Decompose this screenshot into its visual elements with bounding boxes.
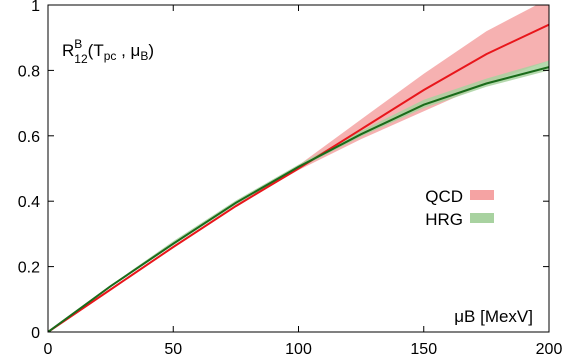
y-tick-label: 0.8	[18, 63, 40, 80]
line-qcd	[48, 23, 549, 332]
x-tick-label: 100	[285, 341, 312, 358]
y-tick-label: 0.6	[18, 129, 40, 146]
legend-swatch-qcd	[470, 190, 494, 200]
x-tick-label: 200	[536, 341, 563, 358]
x-tick-label: 0	[44, 341, 53, 358]
y-tick-label: 0.2	[18, 260, 40, 277]
x-tick-label: 50	[164, 341, 182, 358]
legend-label-qcd: QCD	[425, 187, 463, 206]
y-tick-label: 0	[31, 325, 40, 342]
ticks-layer: 0 50 100 150 200 0 0.2 0.4 0.6 0.8 1	[18, 0, 563, 358]
x-axis-label: μB [MexV]	[454, 307, 533, 326]
y-tick-label: 1	[31, 0, 40, 15]
legend-swatch-hrg	[470, 213, 494, 223]
y-tick-label: 0.4	[18, 194, 40, 211]
line-hrg	[48, 66, 549, 332]
annotation-label: RB 12(Tpc , μB)	[62, 37, 154, 66]
x-tick-label: 150	[410, 341, 437, 358]
lines-layer	[48, 23, 549, 332]
legend-label-hrg: HRG	[425, 210, 463, 229]
legend: QCD HRG	[425, 187, 494, 229]
